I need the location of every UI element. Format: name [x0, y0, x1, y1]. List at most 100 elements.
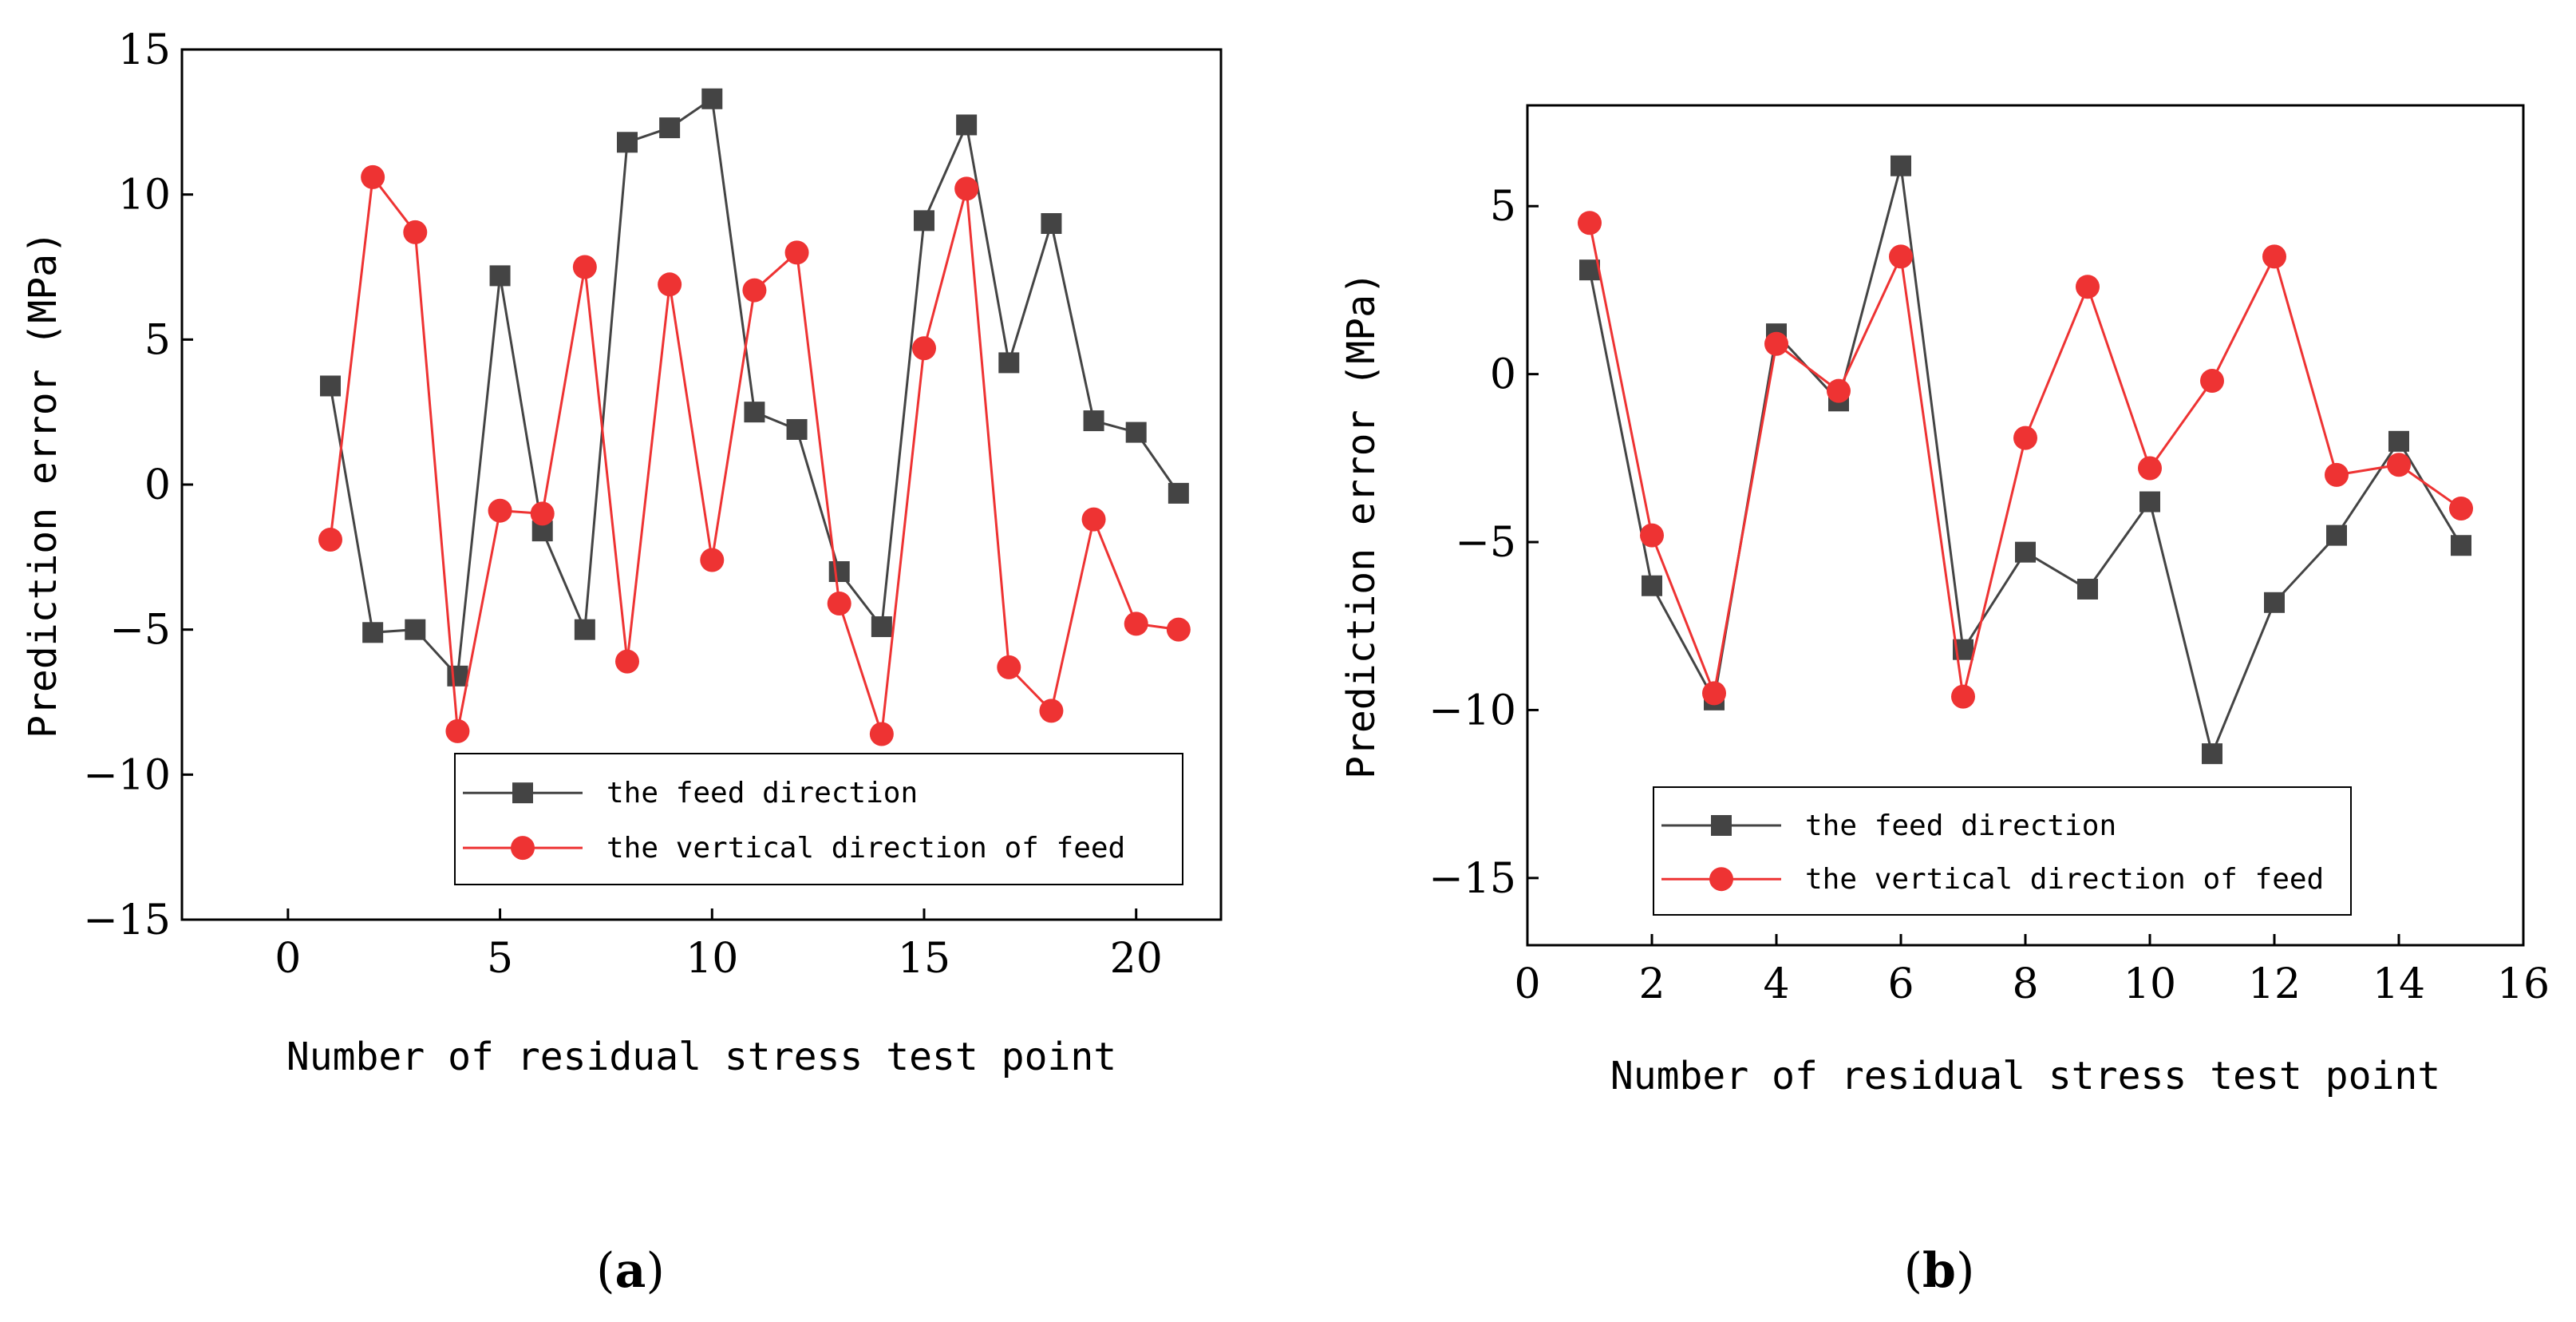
- panel-b-vertical-direction-point: [1889, 244, 1913, 269]
- panel-a-x-tick-label: 5: [487, 935, 513, 983]
- panel-b-feed-direction-point: [2077, 578, 2098, 600]
- panel-a-vertical-direction-point: [361, 164, 385, 189]
- panel-b-y-tick-label: 5: [1490, 183, 1516, 231]
- chart-panel-b: 0 2 4 6 8 10 12 14 16 −15 −10 −5 0 5 Number of residua…: [1339, 104, 2550, 1299]
- panel-a-vertical-direction-point: [615, 649, 639, 674]
- panel-a-y-tick-label: −5: [109, 607, 171, 655]
- panel-b-y-tick-label: −5: [1455, 519, 1516, 567]
- panel-a-feed-direction-point: [701, 88, 723, 109]
- panel-a-vertical-direction-point: [827, 591, 851, 615]
- panel-a-vertical-direction-point: [912, 336, 936, 361]
- panel-a-vertical-direction-point: [530, 501, 555, 526]
- panel-a-vertical-direction-point: [997, 655, 1021, 679]
- panel-b-vertical-direction-point: [2262, 244, 2286, 269]
- panel-b-x-tick-label: 4: [1763, 960, 1789, 1008]
- panel-b-vertical-direction-legend-label: the vertical direction of feed: [1805, 863, 2324, 896]
- panel-a-y-tick-label: 10: [118, 172, 171, 220]
- panel-b-y-tick-label: −10: [1428, 687, 1516, 734]
- panel-b-x-tick-label: 0: [1514, 960, 1540, 1008]
- panel-b-feed-direction-point: [2326, 524, 2347, 546]
- panel-b-y-tick-label: −15: [1428, 855, 1516, 903]
- panel-a-feed-direction-point: [574, 619, 595, 640]
- panel-b-vertical-direction-point: [1951, 684, 1975, 709]
- panel-a-vertical-direction-point: [572, 255, 597, 279]
- panel-a-feed-direction-point: [617, 132, 638, 153]
- panel-b-vertical-direction-point: [2013, 425, 2037, 450]
- chart-panel-a: 0 5 10 15 20 −15 −10 −5 0 5 10 15 Number of residual…: [21, 26, 1223, 1299]
- panel-b-x-tick-label: 2: [1638, 960, 1665, 1008]
- panel-b-feed-direction-legend-label: the feed direction: [1805, 809, 2116, 842]
- panel-b-feed-direction-point: [2202, 743, 2222, 765]
- panel-a-vertical-direction-legend-marker: [511, 836, 535, 861]
- panel-b-vertical-direction-point: [2200, 369, 2224, 394]
- panel-b-x-tick-label: 12: [2248, 960, 2301, 1008]
- panel-a-feed-direction-point: [447, 665, 468, 687]
- panel-a-x-tick-label: 0: [275, 935, 301, 983]
- panel-b-vertical-direction-point: [1827, 378, 1851, 403]
- panel-b-legend-box: [1653, 786, 2352, 916]
- panel-b-feed-direction-point: [2264, 592, 2285, 613]
- panel-a-feed-direction-series-line: [329, 97, 1180, 679]
- panel-a-feed-direction-point: [871, 616, 892, 638]
- panel-a-feed-direction-point: [1041, 213, 1062, 234]
- panel-b-vertical-direction-point: [2325, 462, 2349, 487]
- panel-a-y-tick-label: 5: [144, 316, 171, 364]
- panel-a-x-tick-label: 10: [685, 935, 738, 983]
- panel-b-vertical-direction-legend-marker: [1709, 867, 1733, 892]
- panel-a-feed-direction-point: [956, 114, 978, 136]
- panel-b-vertical-direction-point: [2387, 453, 2411, 477]
- panel-a-y-axis-title: Prediction error (MPa): [21, 231, 65, 738]
- panel-a-feed-direction-point: [489, 265, 511, 287]
- panel-a-feed-direction-point: [1083, 410, 1104, 432]
- panel-b-x-tick-label: 6: [1887, 960, 1914, 1008]
- panel-a-y-tick-label: −10: [83, 751, 171, 799]
- panel-b-x-axis-title: Number of residual stress test point: [1610, 1054, 2440, 1098]
- panel-b-vertical-direction-point: [1702, 681, 1726, 706]
- panel-b-vertical-direction-point: [1764, 331, 1788, 356]
- panel-a-y-tick-label: 15: [118, 26, 171, 74]
- panel-a-y-tick-label: −15: [83, 897, 171, 944]
- panel-b-vertical-direction-series-line: [1588, 222, 2462, 698]
- panel-b-x-tick-label: 8: [2012, 960, 2038, 1008]
- panel-b-y-tick-label: 0: [1490, 351, 1516, 399]
- panel-b-feed-direction-point: [1642, 575, 1662, 596]
- panel-a-feed-direction-point: [362, 622, 384, 643]
- panel-a-vertical-direction-point: [318, 528, 342, 552]
- panel-b-x-tick-label: 14: [2373, 960, 2425, 1008]
- panel-a-vertical-direction-point: [700, 548, 725, 572]
- panel-a-vertical-direction-point: [742, 278, 767, 303]
- panel-a-feed-direction-point: [828, 561, 850, 582]
- panel-a-vertical-direction-point: [1124, 612, 1148, 636]
- panel-a-vertical-direction-point: [445, 718, 470, 743]
- panel-a-feed-direction-legend-label: the feed direction: [606, 777, 918, 809]
- panel-b-vertical-direction-point: [2449, 496, 2473, 520]
- panel-a-vertical-direction-legend-label: the vertical direction of feed: [606, 832, 1125, 865]
- panel-a-x-tick-label: 20: [1110, 935, 1163, 983]
- panel-b-label: (b): [1904, 1243, 1975, 1299]
- panel-b-x-tick-label: 16: [2497, 960, 2550, 1008]
- panel-a-feed-direction-point: [744, 402, 765, 423]
- panel-b-feed-direction-point: [2139, 491, 2160, 513]
- panel-a-x-tick-label: 15: [898, 935, 950, 983]
- panel-b-vertical-direction-point: [1578, 211, 1602, 236]
- panel-a-vertical-direction-series-line: [329, 174, 1179, 734]
- panel-a-feed-direction-point: [1125, 422, 1147, 443]
- panel-a-vertical-direction-point: [658, 272, 682, 297]
- panel-b-x-tick-label: 10: [2124, 960, 2176, 1008]
- panel-b-y-axis-title: Prediction error (MPa): [1339, 271, 1384, 779]
- panel-a-feed-direction-legend-marker: [512, 782, 533, 804]
- panel-a-label: (a): [596, 1243, 665, 1299]
- panel-b-vertical-direction-point: [1640, 523, 1664, 548]
- panel-a-vertical-direction-point: [403, 220, 428, 244]
- panel-a-vertical-direction-point: [869, 722, 894, 746]
- panel-b-feed-direction-point: [1891, 155, 1911, 176]
- panel-a-vertical-direction-point: [488, 498, 512, 523]
- panel-b-feed-direction-point: [2451, 535, 2471, 556]
- panel-b-feed-direction-series-line: [1588, 165, 2463, 758]
- panel-a-vertical-direction-point: [1166, 617, 1191, 642]
- panel-b-vertical-direction-point: [2138, 456, 2162, 481]
- panel-b-feed-direction-point: [2388, 430, 2409, 452]
- panel-a-vertical-direction-point: [1039, 699, 1064, 723]
- panel-b-feed-direction-point: [2015, 541, 2036, 563]
